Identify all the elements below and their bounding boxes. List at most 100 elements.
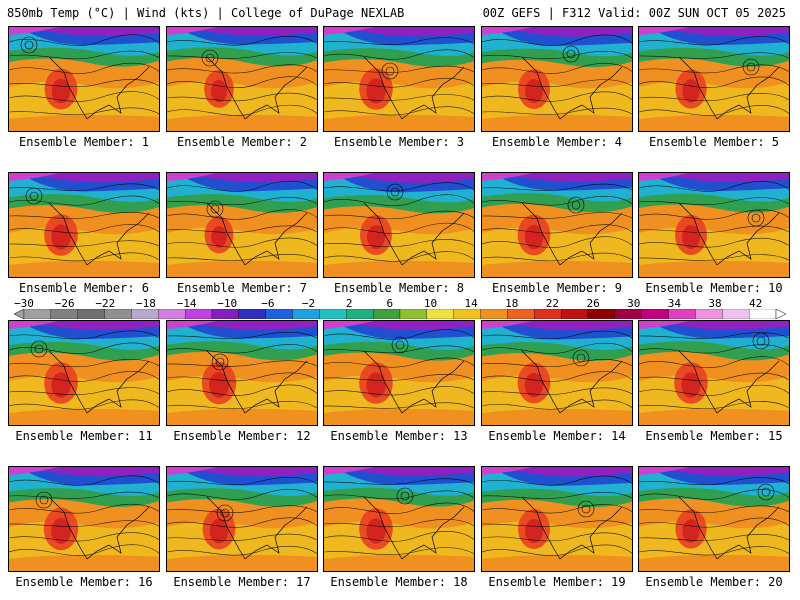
colorbar-segment [695,309,723,319]
colorbar-tick-label: 30 [627,297,641,310]
colorbar-tick-label: −10 [217,297,238,310]
colorbar-tick-label: −22 [95,297,116,310]
colorbar-tick-label: 34 [667,297,681,310]
colorbar-segment [426,309,454,319]
colorbar-segment [641,309,669,319]
colorbar-segment [211,309,240,319]
ensemble-member-label: Ensemble Member: 6 [18,281,150,295]
member-map-11 [8,320,160,426]
colorbar-segment [614,309,642,319]
member-map-15 [638,320,790,426]
colorbar-segment [668,309,696,319]
colorbar-segment [372,309,401,319]
colorbar-segment [399,309,428,319]
ensemble-member-label: Ensemble Member: 17 [173,575,311,589]
chart-title: 850mb Temp (°C) | Wind (kts) | College o… [7,6,405,20]
temperature-map [9,27,159,131]
colorbar-segment [131,309,159,319]
ensemble-member-label: Ensemble Member: 14 [488,429,626,443]
colorbar-segment [480,309,508,319]
member-map-13 [323,320,475,426]
ensemble-member-label: Ensemble Member: 5 [648,135,780,149]
colorbar-segment [534,309,562,319]
member-map-16 [8,466,160,572]
colorbar-tick-label: 6 [386,297,394,310]
temperature-map [482,173,632,277]
temperature-map [167,173,317,277]
model-run-info: 00Z GEFS | F312 Valid: 00Z SUN OCT 05 20… [482,6,786,20]
temperature-map [482,467,632,571]
colorbar-segment [346,309,374,319]
colorbar-segment [748,309,777,319]
colorbar-segment [453,309,481,319]
member-map-20 [638,466,790,572]
colorbar-tick-label: 22 [545,297,560,310]
member-map-9 [481,172,633,278]
colorbar-tick-label: 38 [708,297,722,310]
colorbar-segment [77,309,105,319]
temperature-map [482,27,632,131]
temperature-map [324,27,474,131]
temperature-map [9,173,159,277]
colorbar-segment [158,309,186,319]
temperature-map [167,27,317,131]
ensemble-member-label: Ensemble Member: 16 [15,575,153,589]
member-map-14 [481,320,633,426]
member-map-2 [166,26,318,132]
colorbar-tick-label: −30 [14,297,34,310]
colorbar-segment [50,309,78,319]
temperature-map [324,321,474,425]
colorbar-segment [184,309,213,319]
member-map-8 [323,172,475,278]
colorbar-segment [238,309,266,319]
ensemble-member-label: Ensemble Member: 11 [15,429,153,443]
colorbar-tick-label: 18 [505,297,519,310]
ensemble-member-label: Ensemble Member: 12 [173,429,311,443]
temperature-map [324,173,474,277]
colorbar-tick-label: 10 [423,297,438,310]
colorbar-tick-labels: −30 −26 −22 −18 −14 −10 −6 −2 2 6 10 14 18 22 26 30 34 38… [14,297,786,311]
member-map-17 [166,466,318,572]
ensemble-member-label: Ensemble Member: 4 [491,135,623,149]
colorbar-segment [507,309,535,319]
colorbar-segment [23,309,52,319]
ensemble-member-label: Ensemble Member: 2 [176,135,308,149]
member-map-10 [638,172,790,278]
colorbar-tick-label: −14 [176,297,197,310]
temperature-map [167,467,317,571]
temperature-map [639,467,789,571]
member-map-6 [8,172,160,278]
member-map-5 [638,26,790,132]
temperature-map [482,321,632,425]
ensemble-member-label: Ensemble Member: 3 [333,135,465,149]
colorbar-segment [265,309,293,319]
temperature-map [639,173,789,277]
colorbar-tick-label: 2 [345,297,353,310]
member-map-18 [323,466,475,572]
member-map-1 [8,26,160,132]
colorbar-tick-label: −6 [261,297,275,310]
temperature-map [9,467,159,571]
member-map-7 [166,172,318,278]
colorbar-segment [292,309,320,319]
member-map-4 [481,26,633,132]
temperature-colorbar: −30 −26 −22 −18 −14 −10 −6 −2 2 6 10 14 18 22 26 30 34 38… [14,297,786,335]
temperature-map [167,321,317,425]
temperature-map [9,321,159,425]
ensemble-member-label: Ensemble Member: 9 [491,281,623,295]
colorbar-tick-label: −26 [54,297,75,310]
colorbar-segment [104,309,132,319]
ensemble-member-label: Ensemble Member: 8 [333,281,465,295]
colorbar-tick-label: 14 [464,297,478,310]
member-map-19 [481,466,633,572]
ensemble-member-label: Ensemble Member: 18 [330,575,468,589]
colorbar-tick-label: 26 [586,297,600,310]
colorbar-tick-label: 42 [749,297,763,310]
temperature-map [324,467,474,571]
temperature-map [639,27,789,131]
ensemble-member-label: Ensemble Member: 10 [645,281,783,295]
ensemble-member-label: Ensemble Member: 20 [645,575,783,589]
ensemble-member-label: Ensemble Member: 1 [18,135,150,149]
colorbar-segment [560,309,589,319]
ensemble-member-label: Ensemble Member: 13 [330,429,468,443]
